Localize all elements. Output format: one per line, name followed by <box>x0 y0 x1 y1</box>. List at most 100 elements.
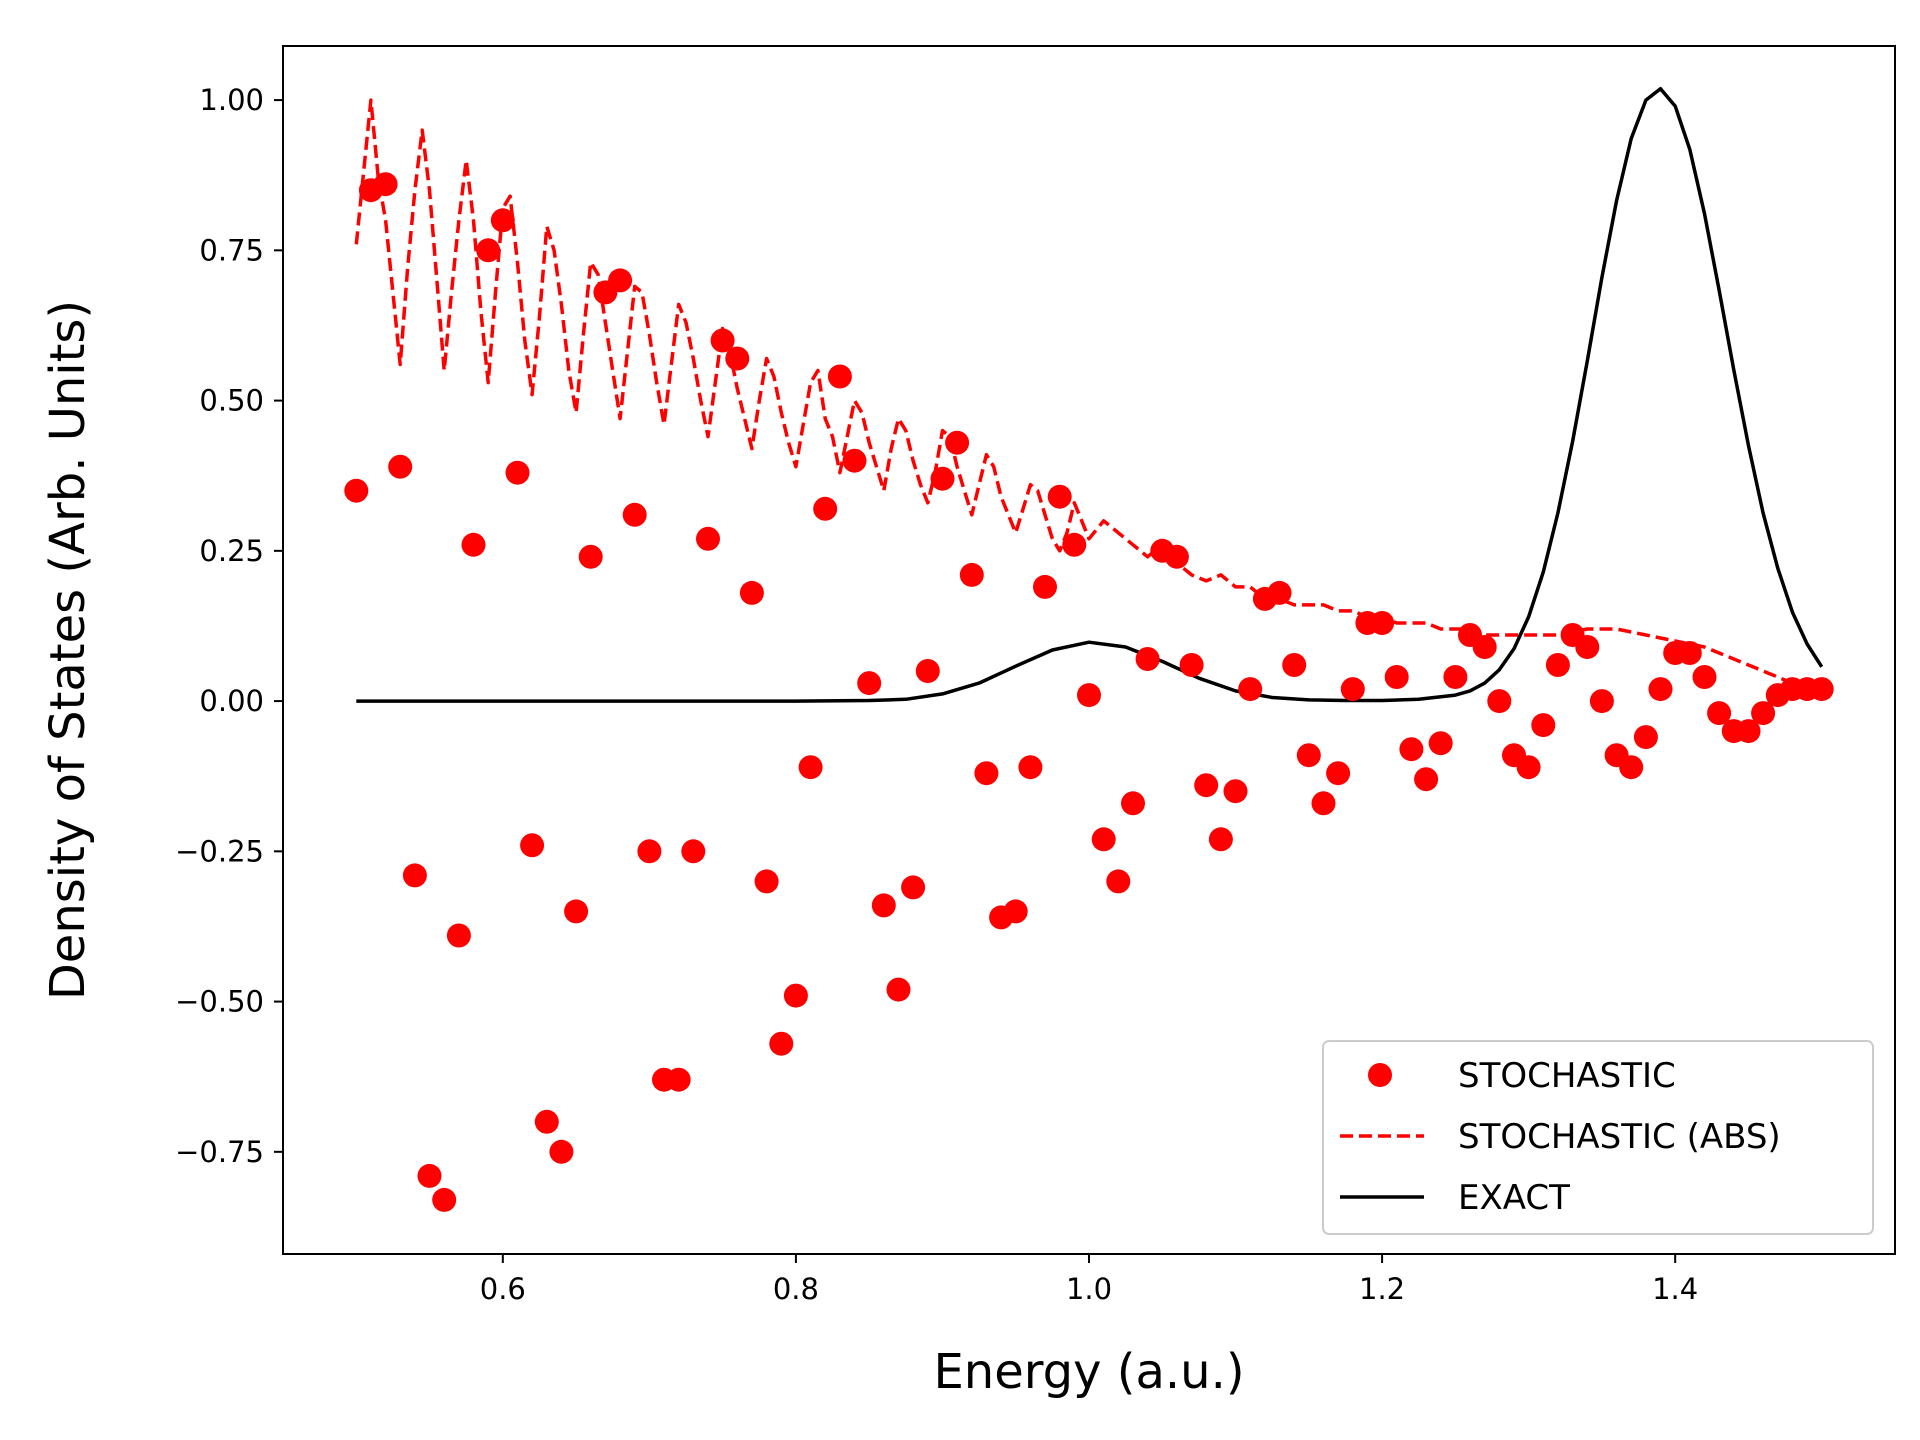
data-point <box>1736 719 1761 744</box>
data-point <box>344 478 369 503</box>
data-point <box>1428 731 1453 756</box>
data-point <box>901 875 926 900</box>
legend-marker-stochastic <box>1368 1063 1392 1087</box>
data-point <box>1179 653 1204 677</box>
data-point <box>622 502 647 527</box>
data-point <box>490 208 515 233</box>
data-point <box>930 466 955 491</box>
data-point <box>1531 713 1556 738</box>
x-tick-label: 1.2 <box>1359 1272 1405 1306</box>
y-tick-label: 0.75 <box>199 233 264 267</box>
series-layer <box>344 86 1834 1212</box>
y-tick-label: −0.25 <box>175 834 264 868</box>
data-point <box>1399 737 1424 762</box>
data-point <box>945 430 970 455</box>
y-tick-label: 0.50 <box>199 384 264 418</box>
legend-box <box>1322 1040 1874 1235</box>
data-point <box>1135 647 1160 671</box>
data-point <box>886 977 911 1002</box>
data-point <box>461 532 486 557</box>
data-point <box>1648 677 1673 702</box>
data-point <box>388 454 413 479</box>
data-point <box>681 839 706 864</box>
data-point <box>520 833 545 858</box>
y-tick-label: 1.00 <box>199 83 264 117</box>
data-point <box>1619 755 1644 780</box>
data-point <box>417 1163 442 1188</box>
data-point <box>446 923 471 948</box>
data-point <box>842 448 867 473</box>
x-tick-label: 1.4 <box>1652 1272 1698 1306</box>
data-point <box>769 1031 794 1056</box>
y-tick-label: −0.75 <box>175 1135 264 1169</box>
data-point <box>1091 827 1116 852</box>
x-axis: 0.6 0.8 1.0 1.2 1.4 <box>480 1254 1698 1306</box>
data-point <box>1267 580 1292 605</box>
data-point <box>1692 665 1717 689</box>
data-point <box>813 496 838 521</box>
data-point <box>1575 635 1600 659</box>
data-point <box>1516 755 1541 780</box>
data-point <box>608 268 633 293</box>
data-point <box>696 526 720 551</box>
x-axis-label: Energy (a.u.) <box>933 1344 1244 1400</box>
data-point <box>1282 653 1307 677</box>
y-axis-label: Density of States (Arb. Units) <box>40 300 96 1000</box>
legend-label-stochastic: STOCHASTIC <box>1458 1056 1676 1096</box>
data-point <box>1414 767 1439 792</box>
y-tick-label: −0.50 <box>175 985 264 1019</box>
data-point <box>1633 725 1658 750</box>
x-tick-label: 0.8 <box>773 1272 819 1306</box>
series-line-exact <box>356 86 1824 703</box>
data-point <box>1121 791 1145 816</box>
data-point <box>798 755 823 780</box>
data-point <box>505 460 530 485</box>
legend-label-stochastic-abs: STOCHASTIC (ABS) <box>1458 1117 1781 1157</box>
data-point <box>1472 635 1497 659</box>
data-point <box>1296 743 1321 768</box>
data-point <box>725 346 750 371</box>
data-point <box>564 899 589 924</box>
data-point <box>1033 574 1057 599</box>
data-point <box>959 562 984 587</box>
data-point <box>1047 484 1072 509</box>
data-point <box>1208 827 1233 852</box>
data-point <box>915 659 940 683</box>
legend: STOCHASTIC STOCHASTIC (ABS) EXACT <box>1322 1040 1874 1235</box>
data-point <box>1589 689 1614 714</box>
data-point <box>1326 761 1351 786</box>
data-point <box>1194 773 1219 798</box>
legend-label-exact: EXACT <box>1458 1178 1570 1218</box>
data-point <box>974 761 999 786</box>
data-point <box>1443 665 1468 689</box>
data-point <box>402 863 427 888</box>
data-point <box>754 869 779 894</box>
data-point <box>666 1067 691 1092</box>
data-point <box>827 364 852 389</box>
data-point <box>857 671 882 696</box>
data-point <box>1809 677 1834 702</box>
data-point <box>1707 701 1732 726</box>
data-point <box>1003 899 1028 924</box>
data-point <box>1077 683 1101 708</box>
data-point <box>373 172 398 197</box>
data-point <box>1018 755 1043 780</box>
data-point <box>1238 677 1263 702</box>
data-point <box>432 1187 457 1212</box>
data-point <box>1370 611 1395 635</box>
y-tick-label: 0.25 <box>199 534 264 568</box>
data-point <box>534 1109 559 1134</box>
y-tick-label: 0.00 <box>199 684 264 718</box>
data-point <box>476 238 501 263</box>
data-point <box>1487 689 1512 714</box>
data-point <box>637 839 662 864</box>
x-tick-label: 1.0 <box>1066 1272 1112 1306</box>
data-point <box>871 893 896 918</box>
data-point <box>1384 665 1409 689</box>
data-point <box>739 580 764 605</box>
data-point <box>710 328 735 353</box>
data-point <box>1751 701 1776 726</box>
data-point <box>1106 869 1131 894</box>
data-point <box>1545 653 1570 677</box>
